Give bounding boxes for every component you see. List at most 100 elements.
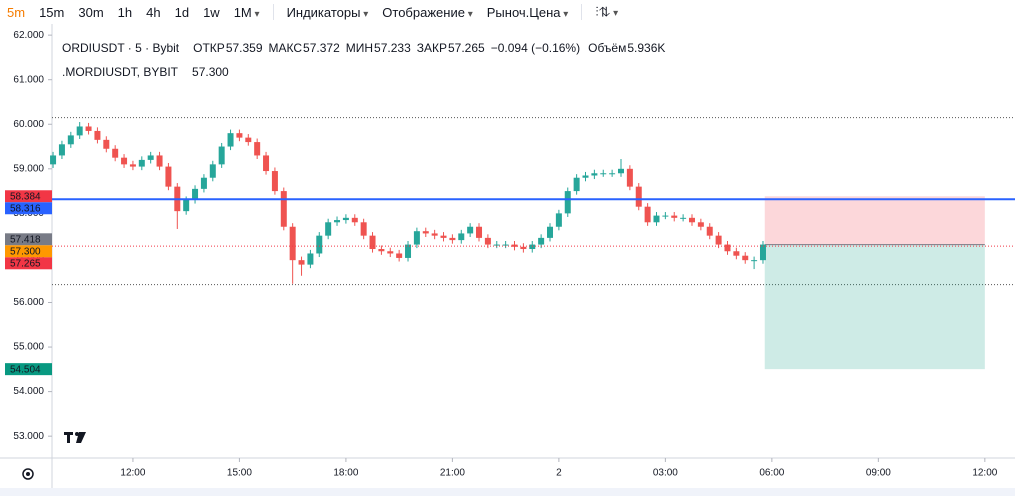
candle-body xyxy=(192,188,199,201)
candle-body xyxy=(547,226,554,238)
legend-text: ЗАКР xyxy=(417,41,447,55)
candle-body xyxy=(254,142,261,156)
candle-body xyxy=(325,222,332,236)
candle-body xyxy=(138,159,145,167)
interval-button[interactable]: 1w xyxy=(203,4,220,20)
candle-body xyxy=(493,244,500,246)
legend-text: 57.300 xyxy=(192,65,229,79)
candle-body xyxy=(688,217,695,223)
candle-body xyxy=(289,226,296,261)
price-label-bg xyxy=(5,233,52,246)
price-label: 54.504 xyxy=(10,364,41,375)
menu-button[interactable]: Рыноч.Цена xyxy=(480,5,576,20)
candle-body xyxy=(555,213,562,227)
candle-body xyxy=(564,191,571,214)
compare-icon[interactable]: ⫶⇅ xyxy=(588,4,625,20)
target-zone xyxy=(764,244,985,370)
tv-logo xyxy=(64,432,86,443)
settings-icon[interactable] xyxy=(22,468,34,480)
bottom-strip xyxy=(0,488,1015,496)
candle-body xyxy=(529,244,536,250)
candle-body xyxy=(298,260,305,265)
x-tick-label: 03:00 xyxy=(653,468,678,479)
price-label: 57.265 xyxy=(10,258,41,269)
candle-body xyxy=(271,171,278,192)
candle-body xyxy=(50,155,57,165)
legend-text: ORDIUSDT · 5 · Bybit xyxy=(62,41,180,55)
legend-text: .MORDIUSDT, BYBIT xyxy=(62,65,179,79)
price-label-bg xyxy=(5,202,52,215)
candle-body xyxy=(644,206,651,223)
legend-text: 57.233 xyxy=(374,41,411,55)
menu-button[interactable]: Отображение xyxy=(375,5,479,20)
legend-text: −0.094 (−0.16%) xyxy=(491,41,580,55)
y-tick-label: 53.000 xyxy=(13,431,44,442)
candle-body xyxy=(697,222,704,227)
candle-body xyxy=(351,217,358,223)
candle-body xyxy=(502,244,509,246)
y-tick-label: 61.000 xyxy=(13,74,44,85)
chart-bg xyxy=(0,24,1015,496)
interval-button[interactable]: 5m xyxy=(7,4,26,20)
candle-body xyxy=(520,246,527,250)
candle-body xyxy=(209,164,216,178)
candle-body xyxy=(600,173,607,175)
candle-body xyxy=(573,177,580,192)
legend: ORDIUSDT · 5 · Bybit ОТКР 57.359 МАКС 57.372… xyxy=(62,41,665,79)
x-tick-label: 18:00 xyxy=(333,468,358,479)
y-tick-label: 54.000 xyxy=(13,386,44,397)
candle-body xyxy=(431,233,438,236)
candle-body xyxy=(635,186,642,207)
candle-body xyxy=(76,126,83,136)
candle-body xyxy=(662,215,669,217)
price-label: 58.316 xyxy=(10,203,41,214)
candle-body xyxy=(183,200,190,212)
candle-body xyxy=(218,146,225,165)
candle-body xyxy=(538,237,545,245)
x-tick-label: 12:00 xyxy=(120,468,145,479)
interval-button[interactable]: 1M xyxy=(227,5,267,20)
y-tick-label: 59.000 xyxy=(13,163,44,174)
candle-body xyxy=(334,220,341,223)
candle-body xyxy=(58,144,65,156)
candle-body xyxy=(387,251,394,254)
candle-body xyxy=(236,133,243,138)
interval-button[interactable]: 30m xyxy=(78,4,104,20)
price-label-bg xyxy=(5,245,52,258)
interval-button[interactable]: 1d xyxy=(174,4,190,20)
legend-text: МИН xyxy=(346,41,373,55)
candle-body xyxy=(617,168,624,174)
candle-body xyxy=(360,222,367,236)
candle-body xyxy=(405,244,412,258)
interval-button[interactable]: 15m xyxy=(39,4,65,20)
candle-body xyxy=(85,126,92,131)
candle-body xyxy=(200,177,207,189)
candle-body xyxy=(369,235,376,250)
candle-body xyxy=(129,164,136,167)
candle-body xyxy=(609,173,616,175)
price-label-bg xyxy=(5,257,52,270)
interval-button[interactable]: 4h xyxy=(146,4,161,20)
separator xyxy=(581,4,583,20)
legend-text: ОТКР xyxy=(193,41,225,55)
x-tick-label: 06:00 xyxy=(759,468,784,479)
candle-body xyxy=(280,191,287,227)
candle-body xyxy=(316,235,323,254)
candle-body xyxy=(342,217,349,221)
candle-body xyxy=(671,215,678,218)
candle-body xyxy=(733,251,740,256)
legend-text: 57.359 xyxy=(226,41,263,55)
candle-body xyxy=(751,260,758,262)
candle-body xyxy=(413,231,420,245)
candle-body xyxy=(121,157,128,165)
candle-body xyxy=(706,226,713,236)
candle-body xyxy=(112,148,119,158)
y-tick-label: 60.000 xyxy=(13,119,44,130)
legend-text: МАКС xyxy=(269,41,303,55)
menu-button[interactable]: Индикаторы xyxy=(280,5,376,20)
interval-button[interactable]: 1h xyxy=(117,4,133,20)
candle-body xyxy=(307,253,314,265)
candle-body xyxy=(156,155,163,167)
